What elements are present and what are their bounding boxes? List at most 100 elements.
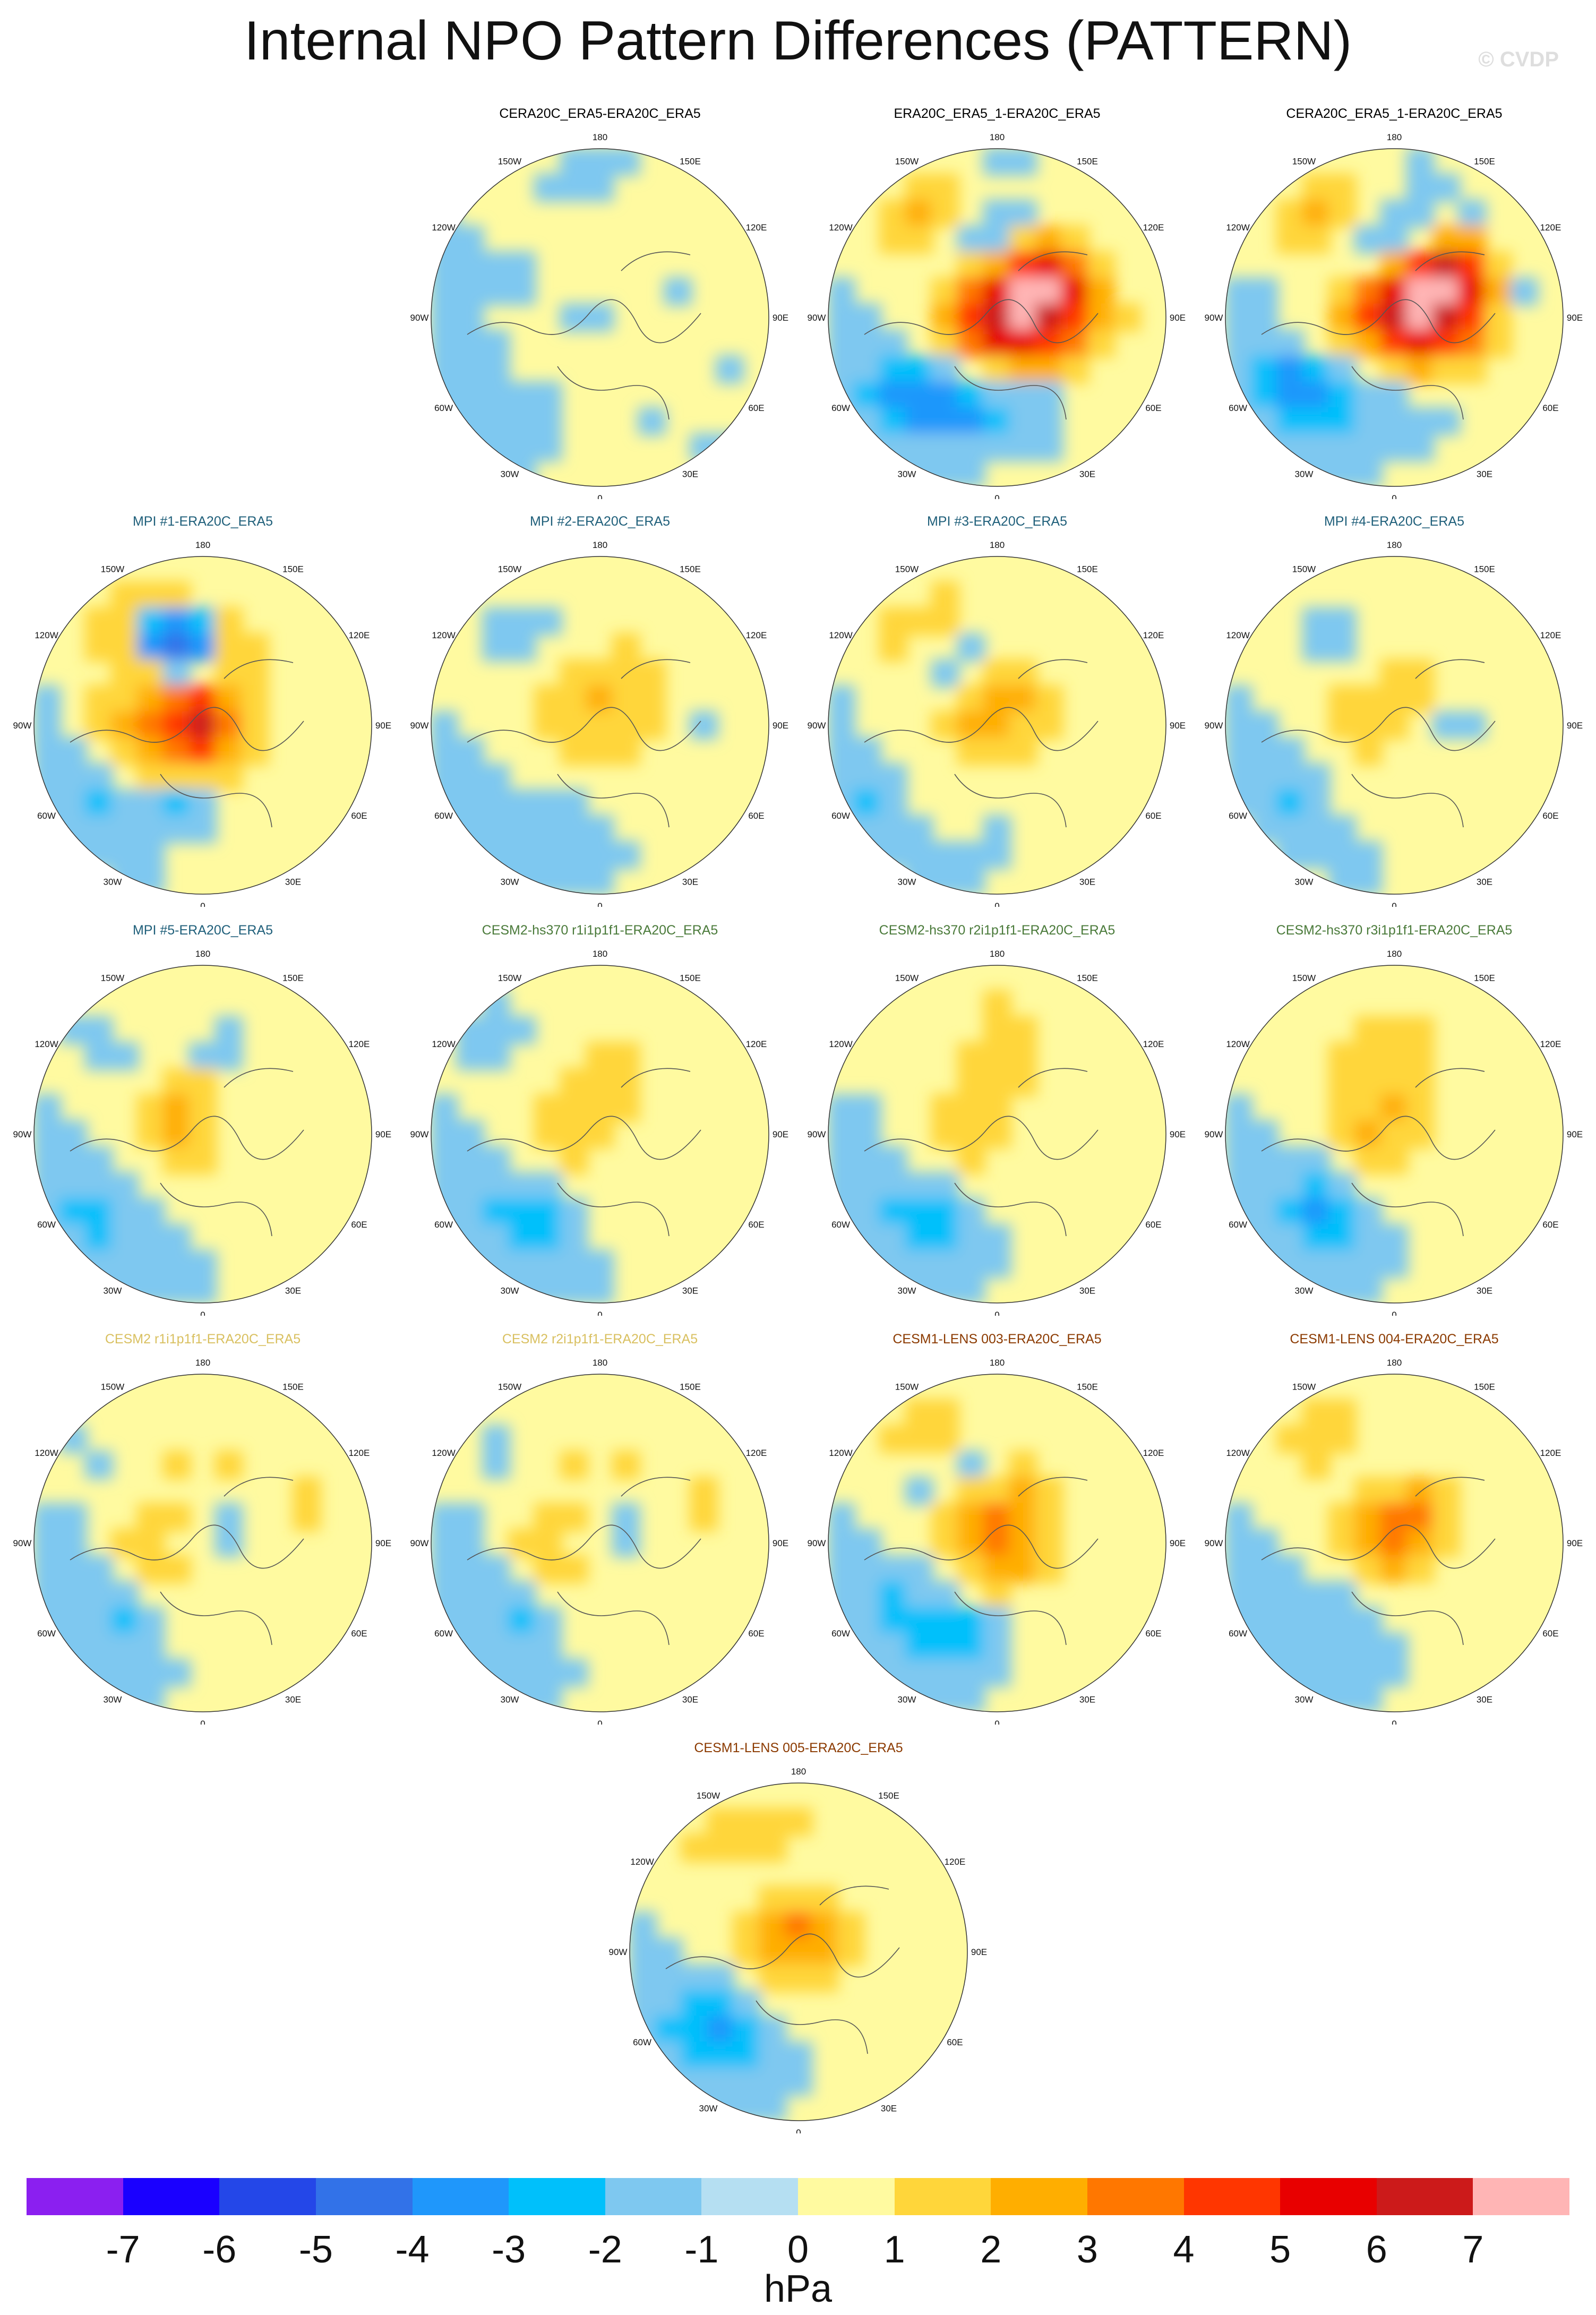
anomaly-cell xyxy=(1225,1581,1252,1609)
anomaly-cell xyxy=(1009,1503,1037,1531)
anomaly-cell xyxy=(1354,1529,1383,1557)
longitude-label: 90E xyxy=(971,1947,987,1957)
anomaly-cell xyxy=(534,1685,562,1712)
anomaly-cell xyxy=(957,1042,985,1070)
longitude-label: 120W xyxy=(1226,1448,1249,1458)
colorbar-swatch xyxy=(894,2178,991,2215)
anomaly-cell xyxy=(1432,173,1461,202)
longitude-label: 60W xyxy=(37,811,56,821)
anomaly-cell xyxy=(1328,1198,1357,1227)
longitude-label: 120E xyxy=(746,1039,767,1049)
anomaly-cell xyxy=(188,789,217,818)
anomaly-cell xyxy=(983,659,1011,688)
anomaly-cell xyxy=(188,633,217,662)
anomaly-cell xyxy=(1432,225,1461,254)
anomaly-cell xyxy=(1380,1555,1409,1583)
anomaly-cell xyxy=(957,633,985,662)
anomaly-cell xyxy=(1354,1094,1383,1122)
anomaly-cell xyxy=(853,815,881,844)
anomaly-cell xyxy=(1432,1503,1461,1531)
anomaly-cell xyxy=(879,789,907,818)
polar-map: 180 150E 120E 90E 60E 30E 0 30W 60W 90W 120W 150W xyxy=(808,1358,1186,1725)
anomaly-cell xyxy=(1225,277,1252,306)
anomaly-cell xyxy=(630,1911,657,1940)
longitude-label: 120W xyxy=(829,222,852,233)
anomaly-cell xyxy=(431,1529,458,1557)
anomaly-cell xyxy=(654,2016,683,2044)
anomaly-cell xyxy=(136,1633,165,1661)
anomaly-cell xyxy=(853,1607,881,1635)
anomaly-cell xyxy=(612,633,640,662)
longitude-label: 30W xyxy=(898,877,916,887)
anomaly-cell xyxy=(1225,1529,1252,1557)
anomaly-cell xyxy=(431,1172,458,1201)
longitude-label: 120W xyxy=(432,1448,455,1458)
longitude-label: 60E xyxy=(351,811,367,821)
anomaly-cell xyxy=(828,355,855,384)
anomaly-cell xyxy=(1354,1120,1383,1148)
anomaly-cell xyxy=(58,1659,87,1687)
anomaly-cell xyxy=(136,1276,165,1303)
map-panel: CESM2 r1i1p1f1-ERA20C_ERA5 180 150E 120E 90E… xyxy=(6,1332,399,1725)
anomaly-cell xyxy=(1276,225,1305,254)
anomaly-cell xyxy=(1035,225,1063,254)
longitude-label: 60E xyxy=(1145,1628,1161,1639)
longitude-label: 150E xyxy=(1077,564,1098,575)
anomaly-cell xyxy=(1225,1503,1252,1531)
map-panel: CESM2-hs370 r1i1p1f1-ERA20C_ERA5 180 150E 1… xyxy=(404,923,796,1316)
map-panel: CESM2 r2i1p1f1-ERA20C_ERA5 180 150E 120E 90E… xyxy=(404,1332,796,1725)
anomaly-cell xyxy=(1484,251,1513,280)
anomaly-cell xyxy=(162,1094,191,1122)
anomaly-cell xyxy=(1035,685,1063,714)
longitude-label: 120W xyxy=(1226,630,1249,640)
anomaly-cell xyxy=(456,303,484,332)
anomaly-cell xyxy=(1406,433,1435,462)
anomaly-cell xyxy=(84,1146,113,1174)
anomaly-cell xyxy=(1302,433,1331,462)
anomaly-cell xyxy=(534,173,562,202)
longitude-label: 120E xyxy=(1540,1039,1561,1049)
anomaly-cell xyxy=(931,711,959,740)
anomaly-cell xyxy=(905,355,933,384)
anomaly-cell xyxy=(482,1172,510,1201)
polar-map: 180 150E 120E 90E 60E 30E 0 30W 60W 90W 120W 150W xyxy=(808,949,1186,1316)
anomaly-cell xyxy=(162,633,191,662)
anomaly-cell xyxy=(162,1555,191,1583)
longitude-label: 0 xyxy=(200,901,205,907)
anomaly-cell xyxy=(110,1172,139,1201)
anomaly-cell xyxy=(1354,225,1383,254)
anomaly-cell xyxy=(34,1529,61,1557)
anomaly-cell xyxy=(905,433,933,462)
anomaly-cell xyxy=(1276,1224,1305,1253)
coastlines xyxy=(70,1477,304,1645)
anomaly-cell xyxy=(1406,659,1435,688)
anomaly-cell xyxy=(1406,1016,1435,1044)
anomaly-cell xyxy=(1354,1685,1383,1712)
longitude-label: 30E xyxy=(285,1694,301,1704)
anomaly-cell xyxy=(508,841,536,870)
anomaly-cell xyxy=(1009,277,1037,306)
anomaly-cell xyxy=(1380,277,1409,306)
anomaly-cell xyxy=(431,1146,458,1174)
anomaly-cell xyxy=(1354,1503,1383,1531)
anomaly-cell xyxy=(1458,711,1487,740)
anomaly-cell xyxy=(1354,1068,1383,1096)
anomaly-cell xyxy=(188,1276,217,1303)
anomaly-cell xyxy=(1009,329,1037,358)
anomaly-cell xyxy=(680,1990,709,2018)
anomaly-cell xyxy=(136,607,165,636)
anomaly-cell xyxy=(508,1016,536,1044)
anomaly-cell xyxy=(1250,1607,1278,1635)
anomaly-cell xyxy=(1250,1581,1278,1609)
anomaly-cell xyxy=(1328,199,1357,228)
anomaly-cell xyxy=(1380,1503,1409,1531)
anomaly-cell xyxy=(136,659,165,688)
anomaly-cell xyxy=(716,355,744,384)
anomaly-cell xyxy=(706,1964,735,1992)
anomaly-cell xyxy=(1061,355,1089,384)
anomaly-cell xyxy=(1458,225,1487,254)
anomaly-cell xyxy=(1328,1094,1357,1122)
anomaly-cell xyxy=(136,1503,165,1531)
anomaly-cell xyxy=(586,1276,614,1303)
longitude-label: 90E xyxy=(375,721,391,731)
